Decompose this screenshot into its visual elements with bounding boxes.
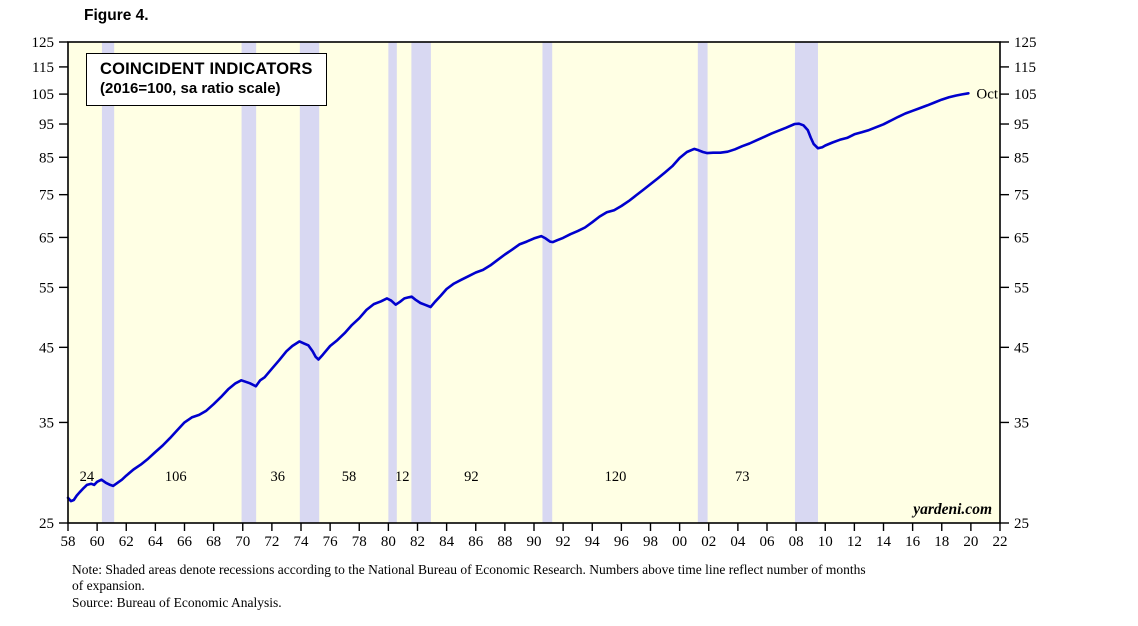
y-tick-label-left: 105 [32,87,55,103]
chart-title: COINCIDENT INDICATORS [100,60,313,78]
x-tick-label: 58 [61,534,76,550]
recession-band [241,42,257,523]
recession-band [794,42,818,523]
x-tick-label: 64 [148,534,164,550]
x-tick-label: 16 [905,534,921,550]
source-line: Source: Bureau of Economic Analysis. [72,594,282,610]
x-tick-label: 04 [730,534,746,550]
recession-band [697,42,708,523]
y-tick-label-left: 45 [39,340,54,356]
x-tick-label: 62 [119,534,134,550]
y-tick-label-left: 25 [39,516,54,532]
indicator-line [66,92,970,503]
y-tick-label-right: 125 [1014,35,1037,51]
y-tick-label-right: 55 [1014,280,1029,296]
note-line-2: of expansion. [72,578,145,594]
x-tick-label: 98 [643,534,658,550]
chart-subtitle: (2016=100, sa ratio scale) [100,79,281,97]
expansion-months-label: 120 [605,469,627,485]
chart-notes: Note: Shaded areas denote recessions acc… [72,562,1052,611]
x-tick-label: 72 [264,534,279,550]
y-tick-label-right: 25 [1014,516,1029,532]
x-tick-label: 10 [818,534,833,550]
y-tick-label-right: 115 [1014,60,1036,76]
expansion-months-label: 24 [80,469,95,485]
y-tick-label-left: 65 [39,230,54,246]
plot-background [68,42,1000,523]
x-tick-label: 12 [847,534,862,550]
y-tick-label-right: 75 [1014,188,1029,204]
recession-band [299,42,320,523]
x-tick-label: 22 [993,534,1008,550]
expansion-months-label: 92 [464,469,479,485]
y-tick-label-right: 85 [1014,150,1029,166]
end-month-label: Oct [976,86,998,102]
x-tick-label: 06 [760,534,776,550]
x-tick-label: 96 [614,534,630,550]
watermark-text: yardeni.com [911,501,992,518]
x-tick-label: 68 [206,534,221,550]
x-tick-label: 88 [497,534,512,550]
recession-band [542,42,553,523]
x-tick-label: 20 [963,534,978,550]
x-tick-label: 76 [323,534,339,550]
x-tick-label: 74 [294,534,310,550]
figure-label: Figure 4. [84,7,149,24]
expansion-months-label: 58 [342,469,357,485]
x-tick-label: 18 [934,534,949,550]
expansion-months-label: 36 [270,469,285,485]
x-tick-label: 00 [672,534,687,550]
recession-band [411,42,431,523]
x-tick-label: 66 [177,534,193,550]
y-tick-label-right: 105 [1014,87,1037,103]
x-tick-label: 78 [352,534,367,550]
x-tick-label: 14 [876,534,892,550]
x-tick-label: 82 [410,534,425,550]
y-tick-label-left: 115 [32,60,54,76]
chart-title-box: COINCIDENT INDICATORS (2016=100, sa rati… [86,53,327,107]
x-tick-label: 90 [527,534,542,550]
expansion-months-label: 106 [165,469,187,485]
x-tick-label: 84 [439,534,455,550]
recession-band [101,42,115,523]
y-tick-label-left: 55 [39,280,54,296]
y-tick-label-right: 45 [1014,340,1029,356]
recession-band [388,42,397,523]
y-tick-label-left: 35 [39,415,54,431]
x-tick-label: 80 [381,534,396,550]
y-tick-label-left: 85 [39,150,54,166]
x-tick-label: 70 [235,534,250,550]
x-tick-label: 86 [468,534,484,550]
note-line-1: Note: Shaded areas denote recessions acc… [72,562,866,577]
x-tick-label: 08 [789,534,804,550]
x-tick-label: 60 [90,534,105,550]
y-tick-label-left: 125 [32,35,55,51]
chart-canvas: 25 25 35 35 45 45 55 55 65 65 75 75 85 85 95 95 105 105 11… [32,35,1037,550]
x-tick-label: 94 [585,534,601,550]
expansion-months-label: 12 [395,469,410,485]
y-tick-label-left: 75 [39,188,54,204]
y-tick-label-right: 35 [1014,415,1029,431]
y-tick-label-left: 95 [39,117,54,133]
x-tick-label: 02 [701,534,716,550]
y-tick-label-right: 95 [1014,117,1029,133]
y-tick-label-right: 65 [1014,230,1029,246]
x-tick-label: 92 [556,534,571,550]
expansion-months-label: 73 [735,469,750,485]
